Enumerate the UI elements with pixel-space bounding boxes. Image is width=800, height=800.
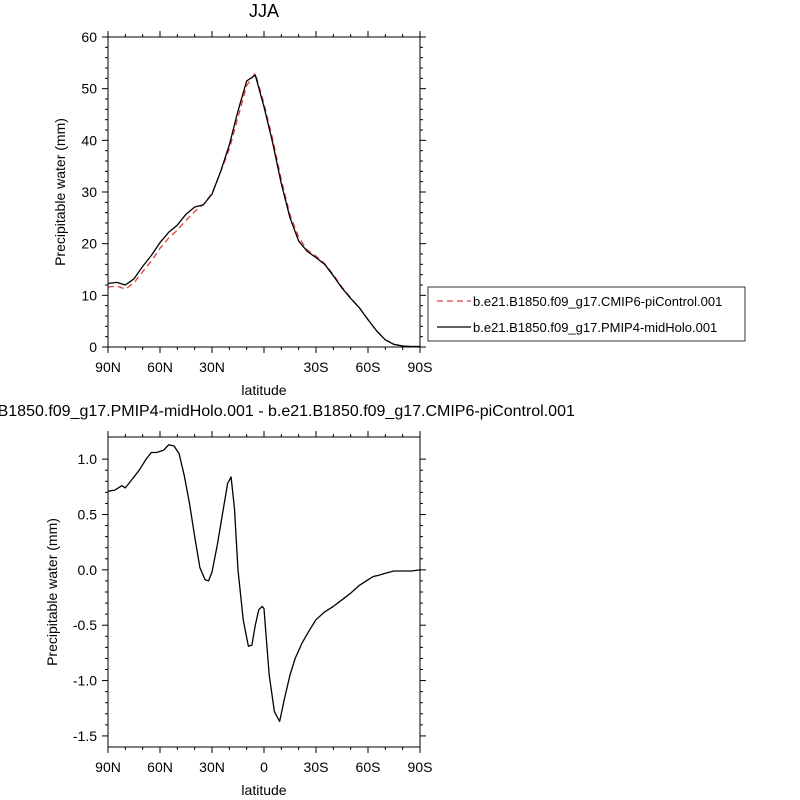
top-series-line-1 bbox=[107, 74, 420, 348]
top-chart-title: JJA bbox=[249, 1, 279, 21]
bottom-y-tick-label: 0.5 bbox=[78, 507, 98, 523]
top-x-tick-label: 90N bbox=[95, 359, 121, 375]
bottom-x-tick-label: 90N bbox=[95, 759, 121, 775]
top-y-tick-label: 40 bbox=[81, 132, 97, 148]
top-x-tick-label: 90S bbox=[408, 359, 433, 375]
bottom-y-tick-label: -0.5 bbox=[73, 617, 97, 633]
bottom-x-tick-label: 0 bbox=[260, 759, 268, 775]
top-x-tick-label: 60N bbox=[147, 359, 173, 375]
bottom-series bbox=[107, 444, 421, 723]
bottom-y-tick-label: 0.0 bbox=[78, 562, 98, 578]
bottom-x-tick-label: 30S bbox=[304, 759, 329, 775]
legend-box bbox=[427, 286, 746, 342]
bottom-y-tick-label: -1.0 bbox=[73, 673, 97, 689]
top-y-tick-label: 10 bbox=[81, 287, 97, 303]
bottom-x-tick-label: 90S bbox=[408, 759, 433, 775]
bottom-y-axis-label: Precipitable water (mm) bbox=[44, 518, 60, 666]
top-ticks: 90N 60N 30N 30S 60S 90S 0 10 20 30 40 50 60 bbox=[81, 29, 432, 375]
bottom-chart-title: b.e21.B1850.f09_g17.PMIP4-midHolo.001 - … bbox=[0, 403, 575, 420]
bottom-series-line-0 bbox=[107, 444, 421, 723]
legend-label-picontrol: b.e21.B1850.f09_g17.CMIP6-piControl.001 bbox=[473, 294, 722, 309]
bottom-y-tick-label: -1.5 bbox=[73, 728, 97, 744]
bottom-plot-frame bbox=[107, 436, 421, 748]
top-y-axis-label: Precipitable water (mm) bbox=[52, 118, 68, 266]
top-x-axis-label: latitude bbox=[241, 382, 286, 398]
top-x-tick-label: 60S bbox=[356, 359, 381, 375]
bottom-x-tick-label: 60N bbox=[147, 759, 173, 775]
bottom-ticks: 90N 60N 30N 0 30S 60S 90S 1.0 0.5 0.0 -0.5 -1.0 -1.5 bbox=[73, 431, 433, 775]
bottom-chart: b.e21.B1850.f09_g17.PMIP4-midHolo.001 - … bbox=[0, 403, 575, 798]
top-series-line-0 bbox=[107, 72, 420, 348]
top-x-tick-label: 30S bbox=[304, 359, 329, 375]
top-plot-frame bbox=[107, 36, 421, 348]
top-y-tick-label: 20 bbox=[81, 236, 97, 252]
top-y-tick-label: 50 bbox=[81, 81, 97, 97]
legend: b.e21.B1850.f09_g17.CMIP6-piControl.001 … bbox=[427, 286, 746, 342]
top-y-tick-label: 60 bbox=[81, 29, 97, 45]
bottom-x-tick-label: 30N bbox=[199, 759, 225, 775]
top-chart: JJA 90N 60N 30N 30S 60S 90S 0 10 20 30 40 50 60 lati… bbox=[52, 1, 432, 398]
top-series bbox=[107, 72, 420, 348]
bottom-y-tick-label: 1.0 bbox=[78, 451, 98, 467]
bottom-x-tick-label: 60S bbox=[356, 759, 381, 775]
legend-label-midholo: b.e21.B1850.f09_g17.PMIP4-midHolo.001 bbox=[473, 320, 717, 335]
bottom-x-axis-label: latitude bbox=[241, 782, 286, 798]
top-x-tick-label: 30N bbox=[199, 359, 225, 375]
top-y-tick-label: 0 bbox=[89, 339, 97, 355]
top-y-tick-label: 30 bbox=[81, 184, 97, 200]
